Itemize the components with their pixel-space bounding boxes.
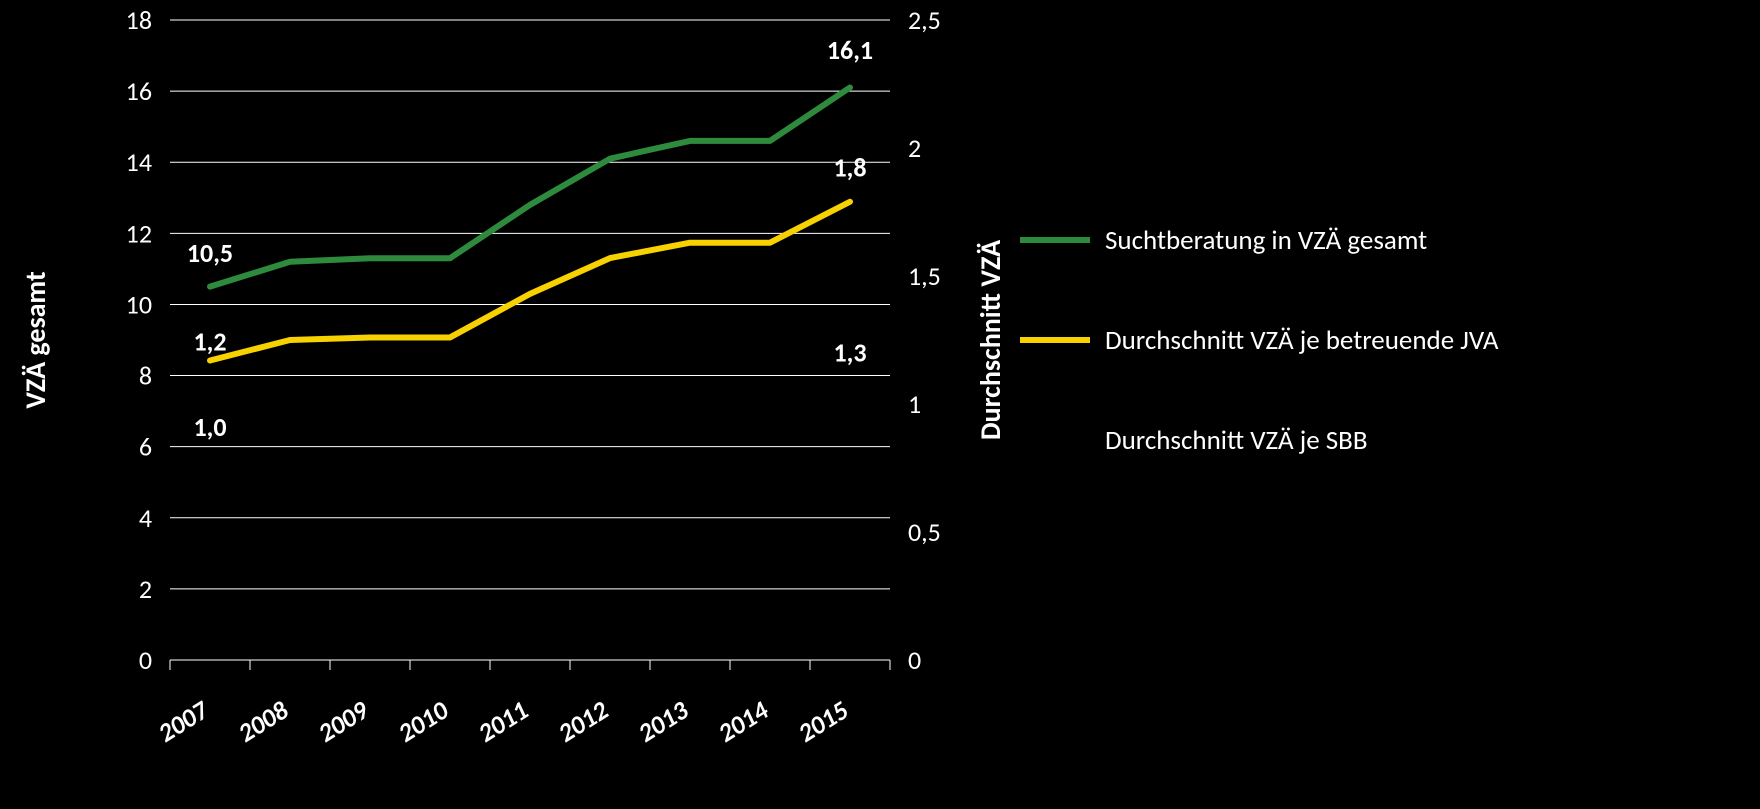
data-label: 10,5 [187, 237, 233, 269]
y-left-tick-label: 18 [126, 4, 152, 36]
y-left-tick-label: 0 [139, 644, 152, 676]
y-right-tick-label: 2,5 [908, 4, 941, 36]
legend-item-durchschnitt_sbb: Durchschnitt VZÄ je SBB [1105, 424, 1368, 457]
legend-label: Durchschnitt VZÄ je betreuende JVA [1105, 324, 1499, 357]
chart-svg: 0 2 4 6 8 10 12 14 16 18 0 0,5 1 1,5 2 2,5 2007 2008 2009 2… [0, 0, 1760, 804]
y-right-tick-label: 1,5 [908, 260, 941, 292]
x-tick-label: 2009 [312, 693, 374, 749]
y-left-tick-label: 16 [126, 75, 152, 107]
data-label: 1,2 [193, 326, 226, 358]
y-right-tick-label: 0 [908, 644, 921, 676]
x-tick-label: 2011 [472, 694, 534, 749]
x-tick-label: 2014 [712, 693, 774, 749]
x-tick-label: 2007 [152, 693, 215, 749]
y-right-tick-label: 0,5 [908, 516, 941, 548]
data-label: 1,3 [833, 336, 866, 368]
y-right-axis-title: Durchschnitt VZÄ [973, 240, 1008, 440]
y-right-tick-label: 2 [908, 132, 921, 164]
x-tick-label: 2015 [792, 694, 854, 749]
y-left-tick-label: 6 [139, 431, 152, 463]
y-left-tick-label: 10 [126, 288, 152, 320]
data-label: 16,1 [827, 34, 873, 66]
y-left-tick-label: 14 [126, 146, 152, 178]
chart-container: 0 2 4 6 8 10 12 14 16 18 0 0,5 1 1,5 2 2,5 2007 2008 2009 2… [0, 0, 1760, 804]
legend-item-durchschnitt_jva: Durchschnitt VZÄ je betreuende JVA [1020, 324, 1499, 357]
y-left-tick-label: 8 [139, 360, 152, 392]
data-label: 1,8 [833, 151, 866, 183]
y-left-tick-label: 4 [139, 502, 152, 534]
data-label: 1,0 [193, 411, 226, 443]
x-tick-label: 2010 [392, 693, 454, 749]
y-left-tick-label: 12 [126, 217, 152, 249]
series-line-durchschnitt_jva [210, 202, 850, 361]
legend-item-suchtberatung: Suchtberatung in VZÄ gesamt [1020, 224, 1427, 257]
legend-label: Durchschnitt VZÄ je SBB [1105, 424, 1368, 457]
x-tick-label: 2012 [552, 693, 614, 749]
y-left-tick-label: 2 [139, 573, 152, 605]
legend-label: Suchtberatung in VZÄ gesamt [1105, 224, 1427, 257]
y-left-axis-title: VZÄ gesamt [18, 271, 53, 409]
series-line-suchtberatung [210, 88, 850, 287]
y-right-tick-label: 1 [908, 388, 921, 420]
x-tick-label: 2013 [632, 693, 694, 749]
x-tick-label: 2008 [232, 693, 294, 749]
